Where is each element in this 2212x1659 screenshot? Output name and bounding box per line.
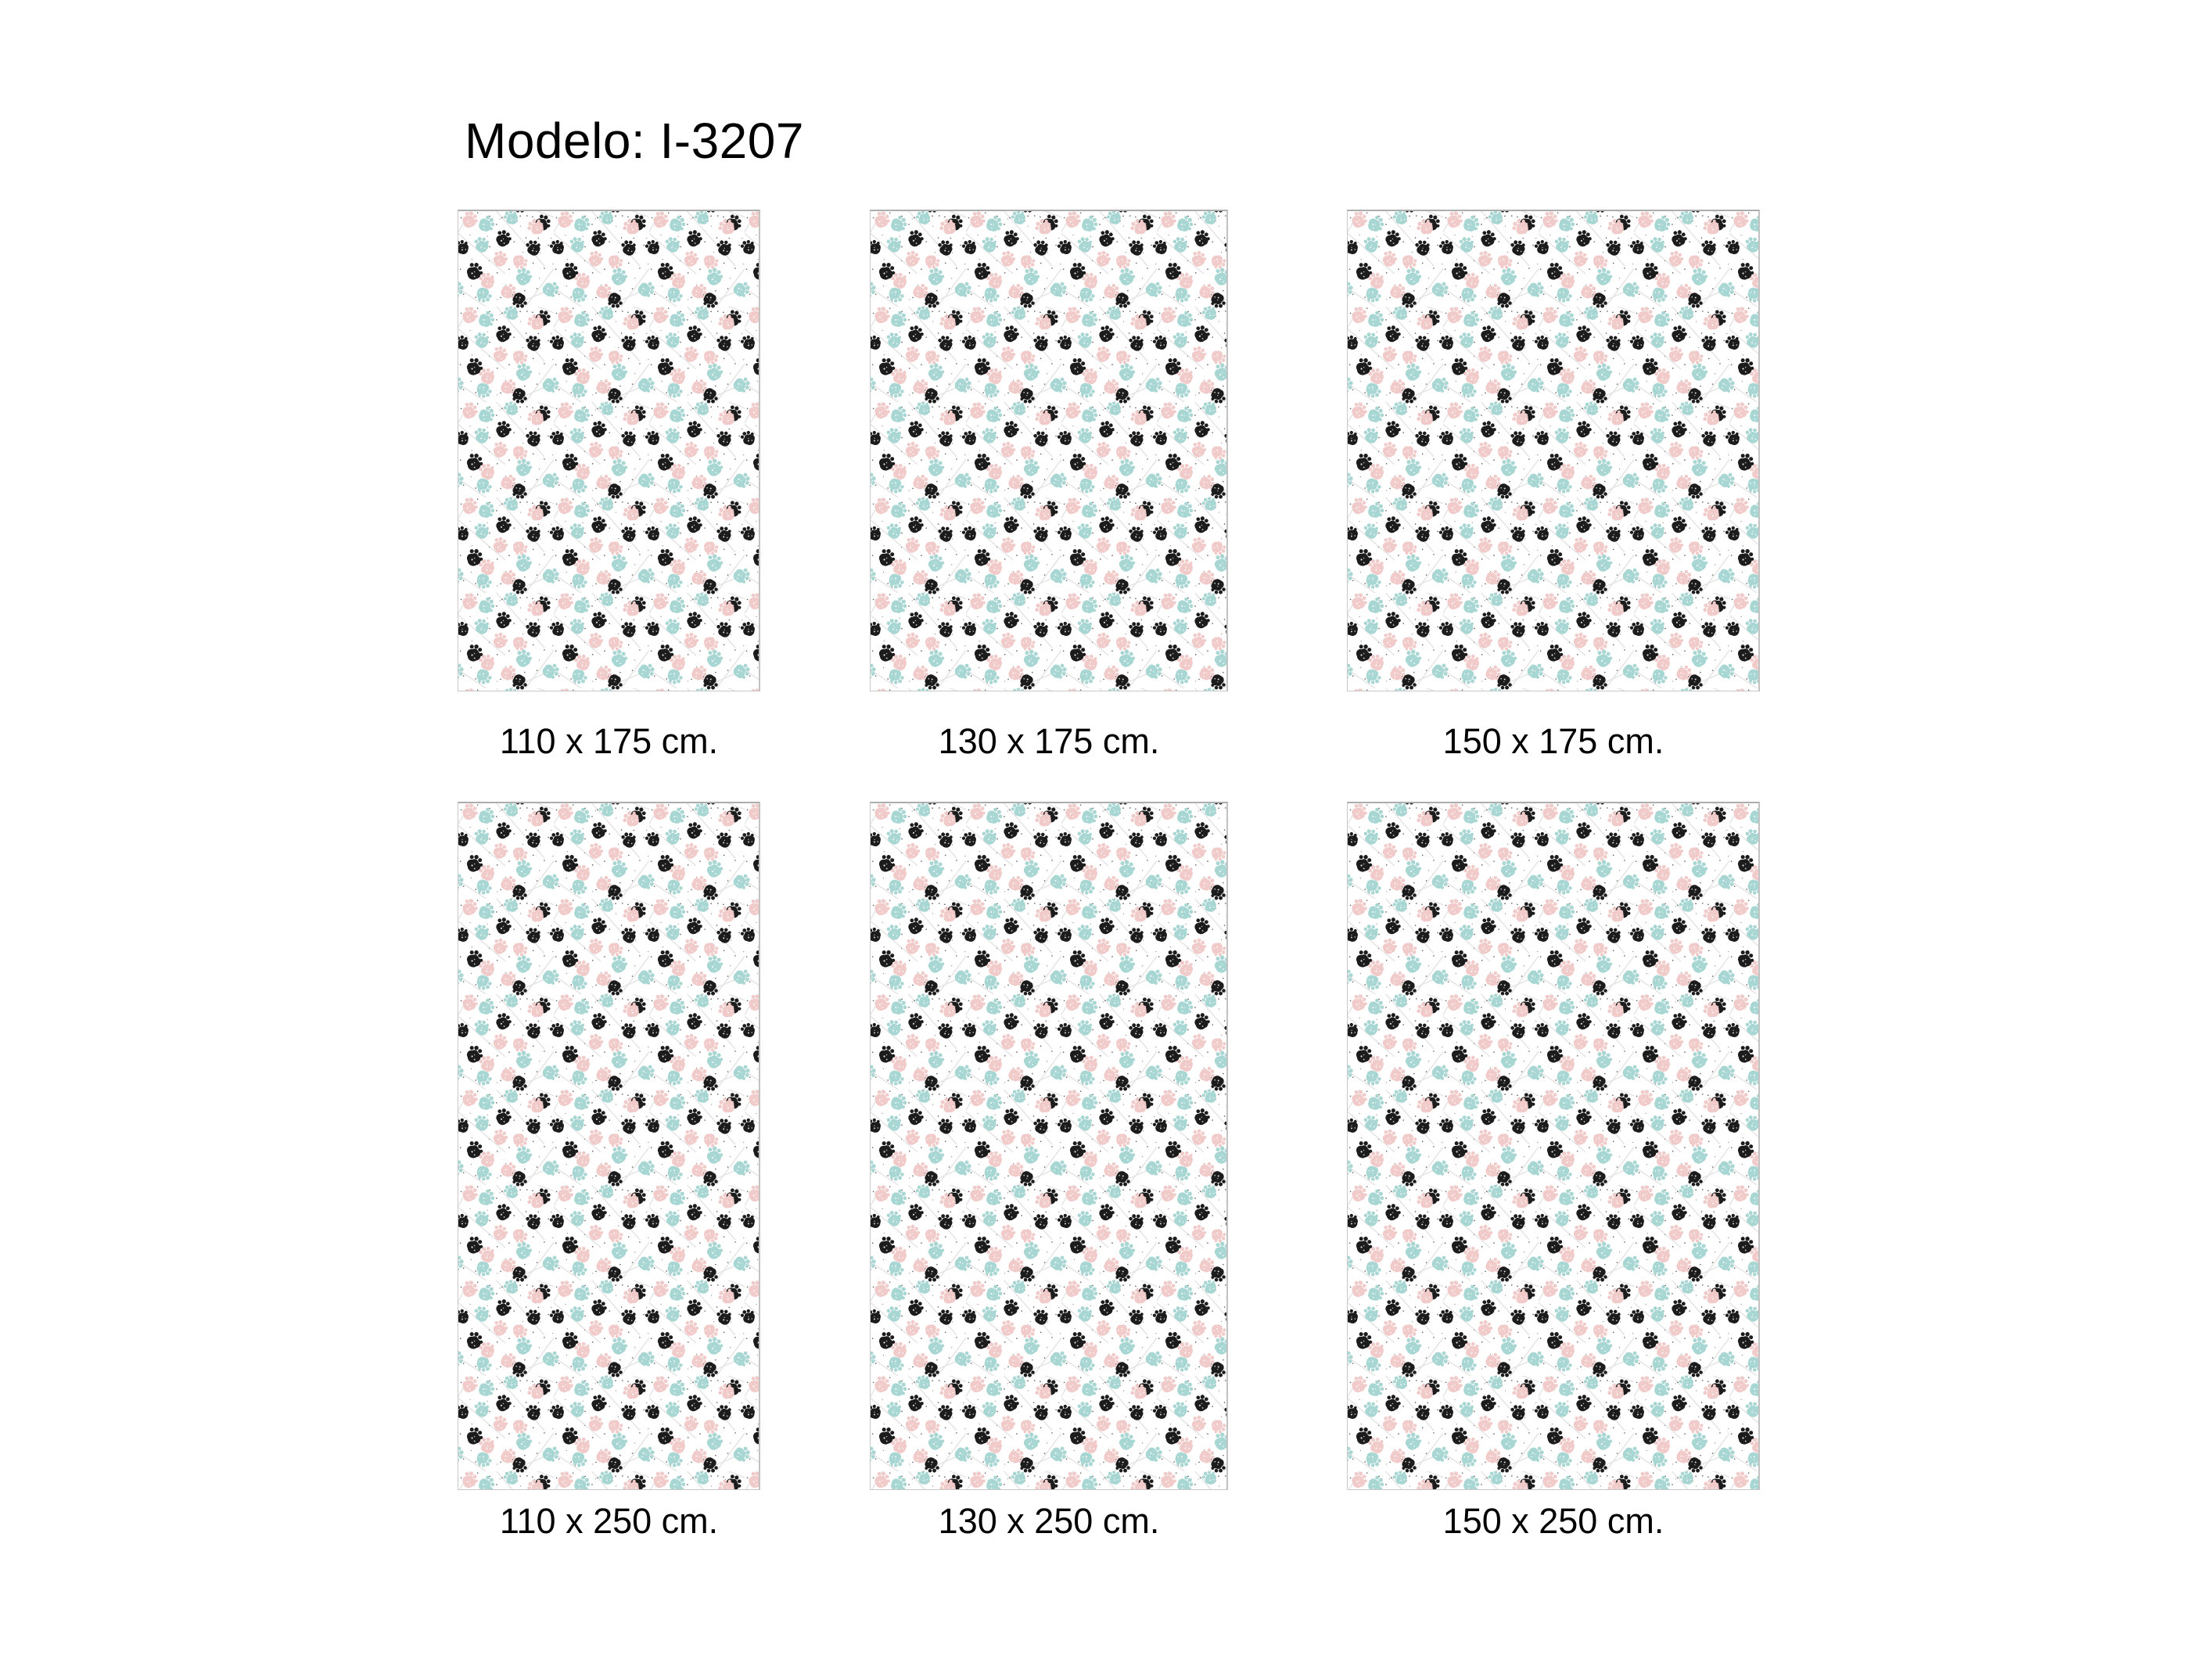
paw-pattern-fill: [1348, 803, 1758, 1489]
paw-pattern-fill: [458, 211, 759, 691]
fabric-swatch: [458, 210, 760, 691]
fabric-swatch: [870, 802, 1228, 1490]
size-label: 110 x 175 cm.: [499, 721, 719, 761]
size-label: 110 x 250 cm.: [499, 1501, 719, 1541]
paw-pattern-fill: [1348, 211, 1758, 691]
fabric-swatch: [458, 802, 760, 1490]
fabric-swatch: [870, 210, 1228, 691]
fabric-swatch: [1347, 802, 1760, 1490]
size-label: 130 x 175 cm.: [938, 721, 1160, 761]
fabric-swatch: [1347, 210, 1760, 691]
paw-pattern-fill: [458, 803, 759, 1489]
size-label: 130 x 250 cm.: [938, 1501, 1160, 1541]
page-title: Modelo: I-3207: [465, 113, 804, 169]
paw-pattern-fill: [871, 211, 1226, 691]
size-label: 150 x 250 cm.: [1442, 1501, 1664, 1541]
size-label: 150 x 175 cm.: [1442, 721, 1664, 761]
paw-pattern-fill: [871, 803, 1226, 1489]
